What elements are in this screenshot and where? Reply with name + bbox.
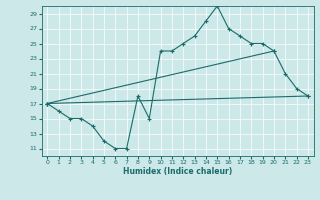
- X-axis label: Humidex (Indice chaleur): Humidex (Indice chaleur): [123, 167, 232, 176]
